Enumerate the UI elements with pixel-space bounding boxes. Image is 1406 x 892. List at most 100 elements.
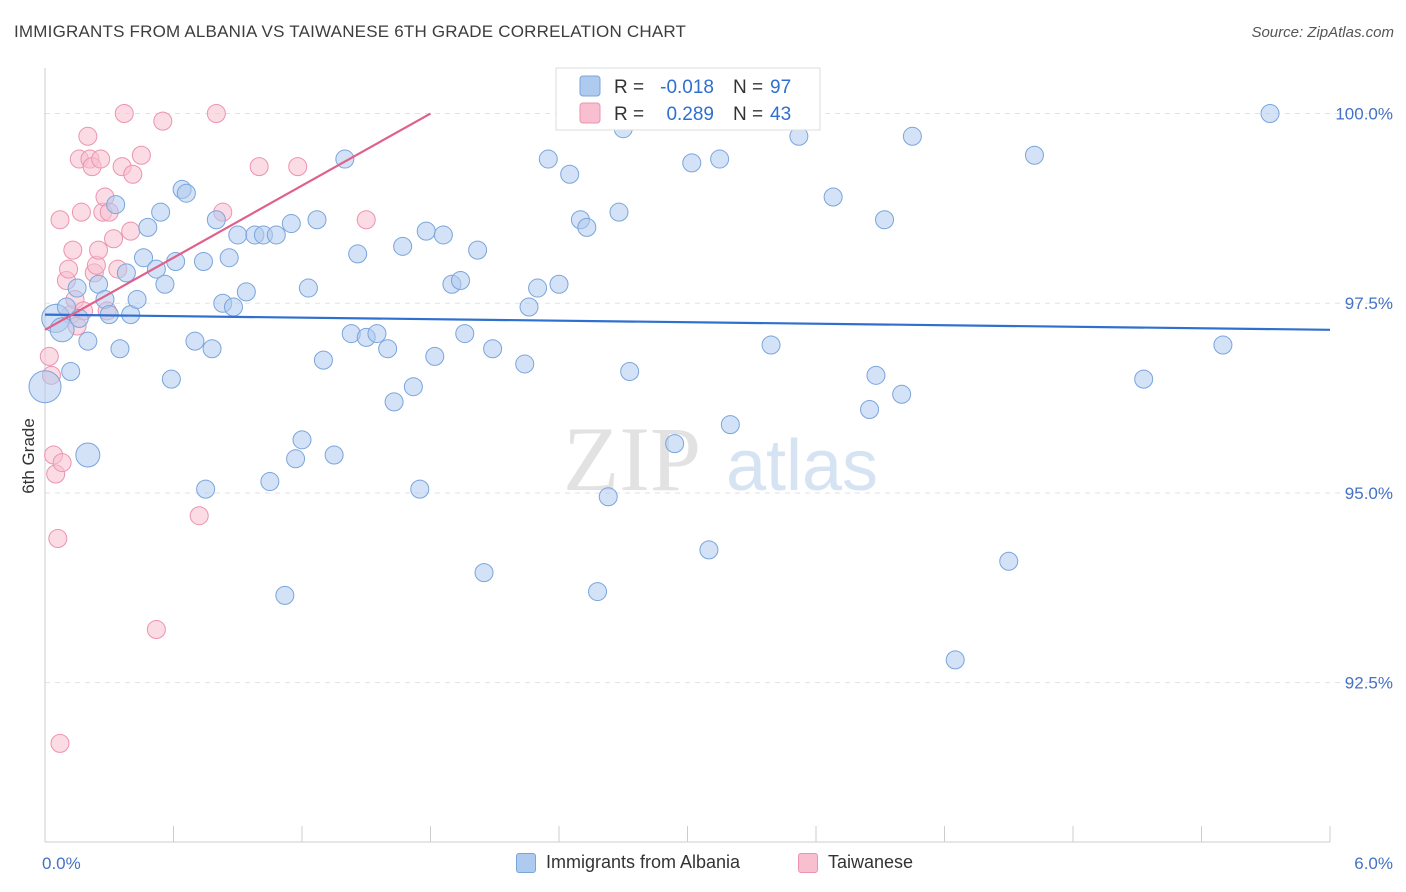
point-albania bbox=[367, 324, 387, 344]
legend-swatch-blue bbox=[579, 75, 601, 97]
point-taiwanese bbox=[114, 104, 134, 124]
point-albania bbox=[69, 308, 89, 328]
point-albania bbox=[28, 370, 62, 404]
point-albania bbox=[1024, 145, 1044, 165]
point-taiwanese bbox=[59, 259, 79, 279]
chart-title: IMMIGRANTS FROM ALBANIA VS TAIWANESE 6TH… bbox=[14, 22, 687, 41]
point-taiwanese bbox=[89, 240, 109, 260]
point-taiwanese bbox=[288, 157, 308, 177]
point-taiwanese bbox=[50, 733, 70, 753]
point-albania bbox=[1213, 335, 1233, 355]
point-albania bbox=[286, 449, 306, 469]
watermark-atlas: atlas bbox=[726, 426, 878, 506]
bottom-legend: Immigrants from Albania Taiwanese bbox=[0, 852, 1406, 878]
point-albania bbox=[577, 217, 597, 237]
point-taiwanese bbox=[71, 202, 91, 222]
point-albania bbox=[403, 377, 423, 397]
y-tick-label: 95.0% bbox=[1345, 484, 1393, 503]
point-albania bbox=[307, 210, 327, 230]
point-albania bbox=[236, 282, 256, 302]
point-albania bbox=[1260, 104, 1280, 124]
point-albania bbox=[56, 297, 76, 317]
bottom-legend-albania-label: Immigrants from Albania bbox=[546, 852, 741, 872]
point-albania bbox=[324, 445, 344, 465]
point-taiwanese bbox=[39, 346, 59, 366]
bottom-legend-taiwanese: Taiwanese bbox=[798, 852, 913, 873]
point-albania bbox=[519, 297, 539, 317]
point-albania bbox=[275, 585, 295, 605]
point-albania bbox=[549, 274, 569, 294]
point-albania bbox=[176, 183, 196, 203]
point-taiwanese bbox=[131, 145, 151, 165]
point-albania bbox=[313, 350, 333, 370]
point-albania bbox=[206, 210, 226, 230]
point-albania bbox=[127, 289, 147, 309]
point-albania bbox=[866, 365, 886, 385]
point-albania bbox=[450, 270, 470, 290]
point-albania bbox=[410, 479, 430, 499]
point-albania bbox=[699, 540, 719, 560]
point-albania bbox=[151, 202, 171, 222]
trend-line-albania bbox=[44, 313, 1331, 331]
y-axis-label: 6th Grade bbox=[19, 418, 38, 494]
point-albania bbox=[138, 217, 158, 237]
point-albania bbox=[384, 392, 404, 412]
point-albania bbox=[598, 487, 618, 507]
legend-pink-r-label: R = bbox=[614, 104, 644, 125]
point-taiwanese bbox=[206, 104, 226, 124]
point-taiwanese bbox=[50, 210, 70, 230]
point-albania bbox=[433, 225, 453, 245]
point-albania bbox=[228, 225, 248, 245]
point-taiwanese bbox=[121, 221, 141, 241]
point-albania bbox=[166, 252, 186, 271]
point-taiwanese bbox=[91, 149, 111, 169]
point-albania bbox=[416, 221, 436, 241]
legend-pink-r-value: 0.289 bbox=[666, 104, 714, 125]
point-albania bbox=[134, 248, 154, 268]
point-albania bbox=[515, 354, 535, 374]
point-albania bbox=[999, 551, 1019, 571]
point-albania bbox=[528, 278, 548, 298]
point-albania bbox=[875, 210, 895, 230]
point-albania bbox=[710, 149, 730, 169]
legend-pink-n-label: N = bbox=[733, 104, 763, 125]
point-albania bbox=[455, 324, 475, 344]
watermark: ZIP atlas bbox=[563, 408, 878, 510]
point-albania bbox=[761, 335, 781, 355]
point-albania bbox=[202, 339, 222, 359]
bottom-legend-swatch-blue bbox=[516, 852, 536, 873]
point-albania bbox=[155, 274, 175, 294]
point-albania bbox=[266, 225, 286, 245]
legend-blue-r-label: R = bbox=[614, 77, 644, 98]
point-albania bbox=[161, 369, 181, 389]
x-tick-label: 6.0% bbox=[1354, 854, 1393, 873]
point-albania bbox=[468, 240, 488, 260]
point-albania bbox=[298, 278, 318, 298]
tick-labels: 92.5% 95.0% 97.5% 100.0% 0.0% 6.0% bbox=[42, 105, 1393, 873]
trend-line-taiwanese bbox=[44, 112, 432, 331]
point-albania bbox=[1134, 369, 1154, 389]
point-albania bbox=[116, 263, 136, 283]
point-albania bbox=[78, 331, 98, 351]
point-albania bbox=[219, 248, 239, 268]
source-label: Source: ZipAtlas.com bbox=[1251, 24, 1394, 41]
point-albania bbox=[106, 195, 126, 215]
point-albania bbox=[281, 214, 301, 234]
y-tick-label: 100.0% bbox=[1335, 105, 1393, 124]
legend-blue-r-value: -0.018 bbox=[660, 77, 714, 98]
point-albania bbox=[945, 650, 965, 670]
point-albania bbox=[860, 399, 880, 419]
point-taiwanese bbox=[249, 157, 269, 177]
point-albania bbox=[75, 442, 101, 468]
point-taiwanese bbox=[153, 111, 173, 131]
bottom-legend-albania: Immigrants from Albania bbox=[516, 852, 740, 873]
legend: R = -0.018 N = 97 R = 0.289 N = 43 bbox=[555, 67, 821, 131]
point-albania bbox=[474, 563, 494, 583]
point-albania bbox=[538, 149, 558, 169]
watermark-zip: ZIP bbox=[563, 408, 701, 510]
bottom-legend-taiwanese-label: Taiwanese bbox=[828, 852, 914, 872]
legend-blue-n-label: N = bbox=[733, 77, 763, 98]
legend-pink-n-value: 43 bbox=[770, 104, 791, 125]
point-albania bbox=[892, 384, 912, 404]
